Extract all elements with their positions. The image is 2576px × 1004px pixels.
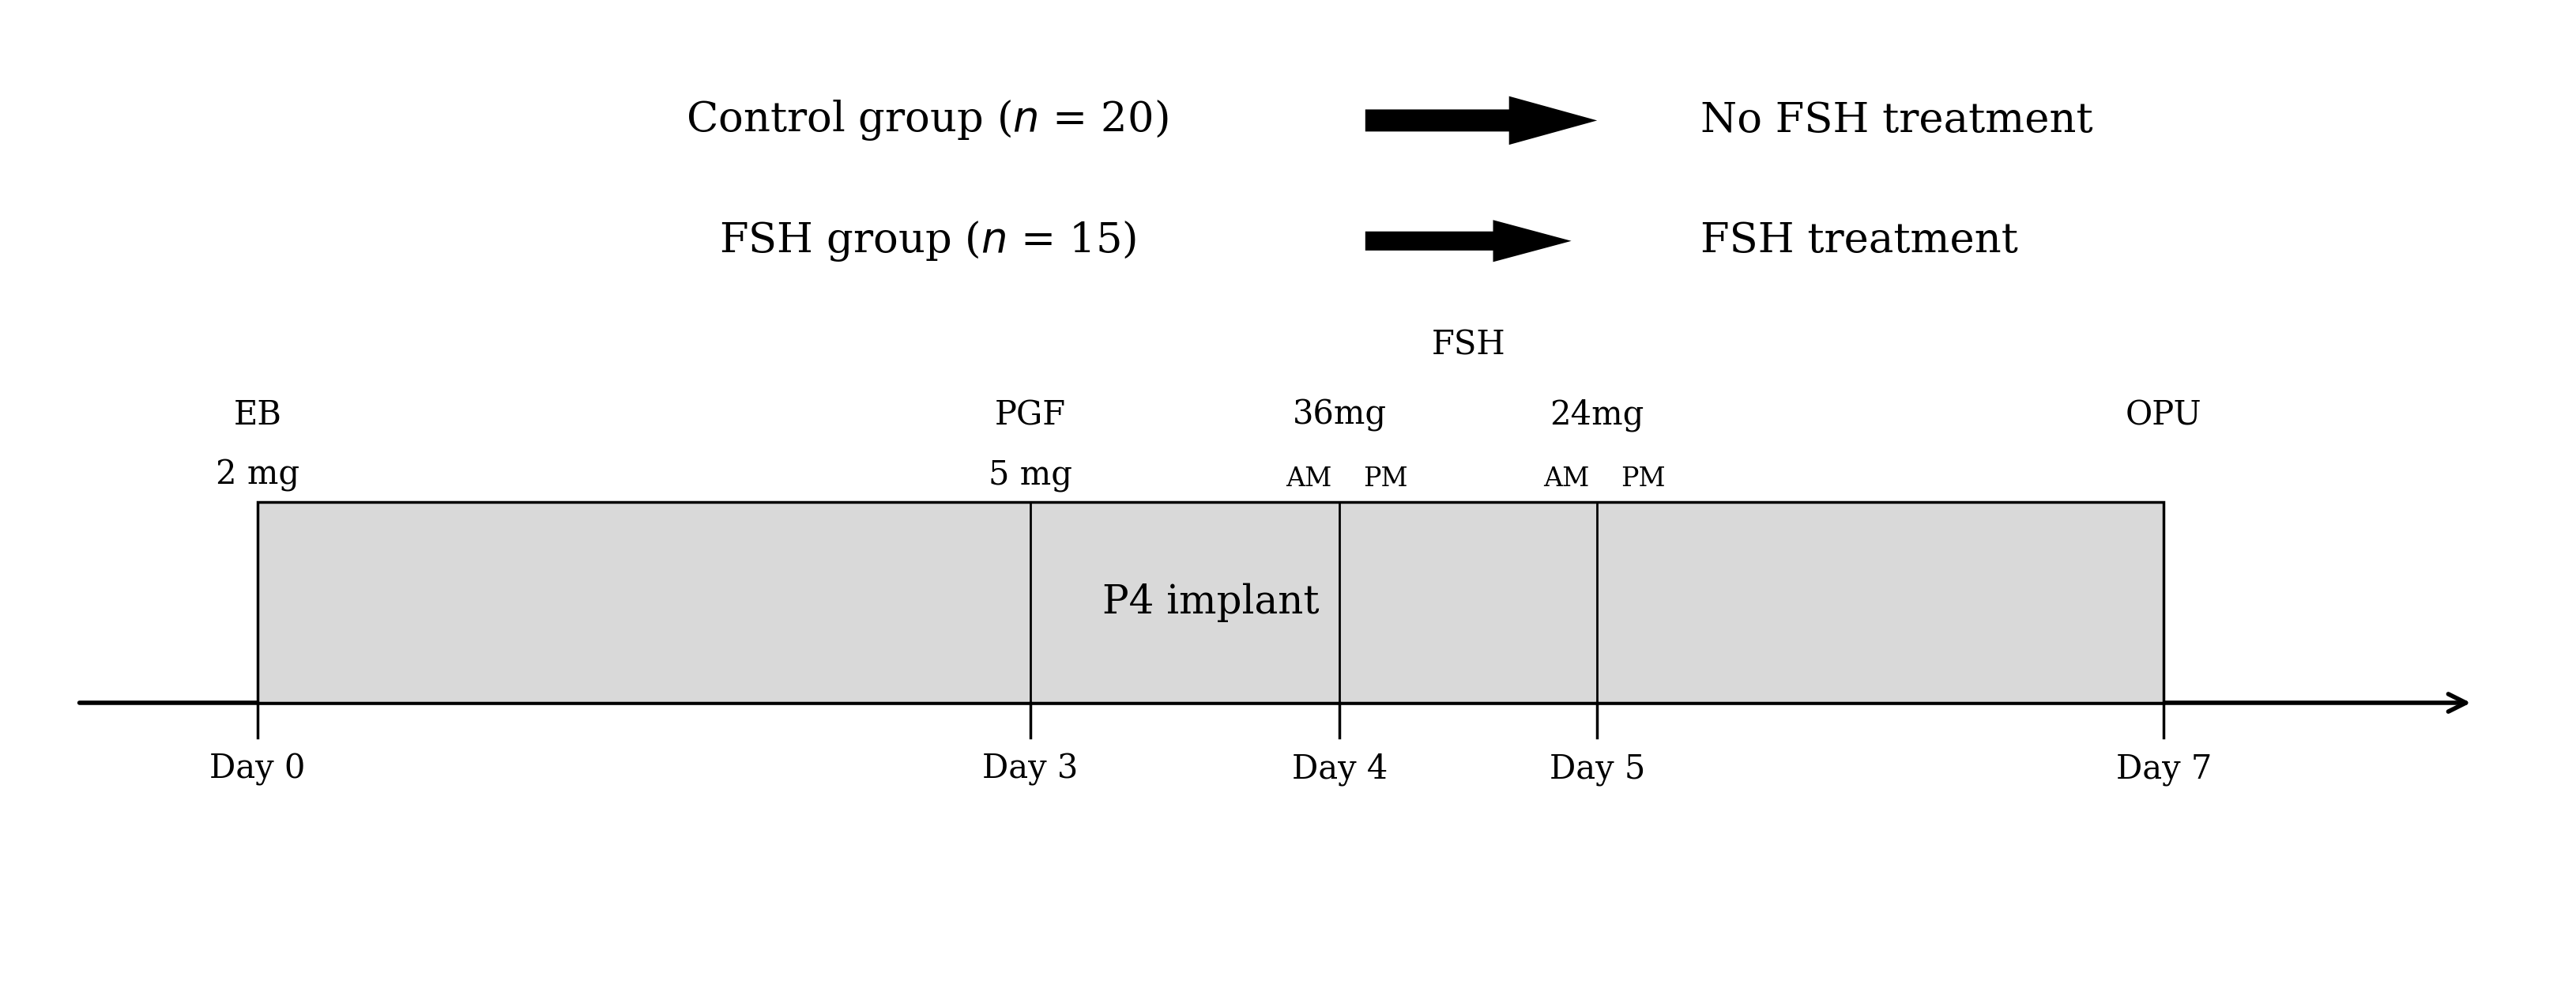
Text: PGF: PGF: [994, 399, 1066, 432]
Text: FSH group ($n$ = 15): FSH group ($n$ = 15): [719, 219, 1136, 263]
FancyArrow shape: [1365, 96, 1597, 145]
Text: Day 5: Day 5: [1548, 753, 1646, 786]
Text: 24mg: 24mg: [1551, 399, 1643, 432]
Text: 36mg: 36mg: [1293, 399, 1386, 432]
Text: Control group ($n$ = 20): Control group ($n$ = 20): [685, 98, 1170, 143]
Text: EB: EB: [234, 399, 281, 432]
Text: Day 4: Day 4: [1291, 753, 1388, 786]
Text: No FSH treatment: No FSH treatment: [1700, 100, 2092, 141]
Text: OPU: OPU: [2125, 399, 2202, 432]
Text: PM: PM: [1363, 467, 1409, 492]
Text: 5 mg: 5 mg: [989, 459, 1072, 492]
Text: FSH: FSH: [1432, 328, 1504, 361]
Text: Day 3: Day 3: [981, 753, 1079, 786]
Text: AM: AM: [1543, 467, 1589, 492]
Text: AM: AM: [1285, 467, 1332, 492]
Text: P4 implant: P4 implant: [1103, 583, 1319, 621]
Text: 2 mg: 2 mg: [216, 459, 299, 492]
Text: Day 7: Day 7: [2115, 753, 2213, 786]
Text: PM: PM: [1620, 467, 1667, 492]
FancyArrow shape: [1365, 220, 1571, 262]
Bar: [258, 502, 2164, 703]
Text: Day 0: Day 0: [209, 753, 307, 786]
Text: FSH treatment: FSH treatment: [1700, 221, 2017, 261]
